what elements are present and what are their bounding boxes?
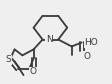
Text: N: N [46,35,53,44]
Text: S: S [5,55,11,64]
Text: HO: HO [85,38,98,47]
Text: O: O [30,67,37,76]
Text: O: O [84,52,91,61]
